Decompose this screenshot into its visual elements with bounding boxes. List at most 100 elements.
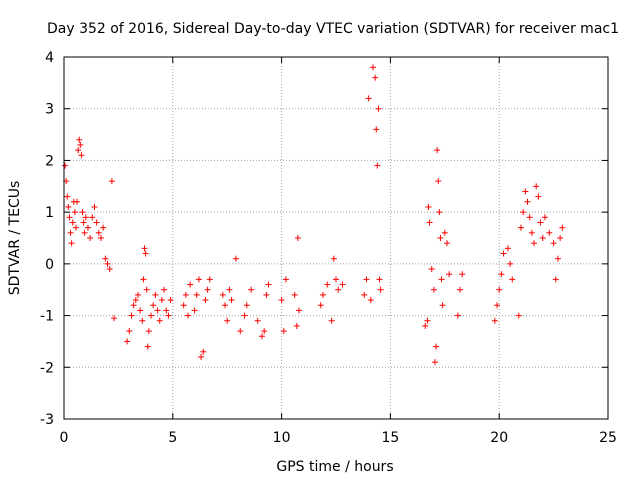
data-point bbox=[541, 214, 548, 221]
data-point bbox=[77, 141, 84, 148]
data-point bbox=[95, 229, 102, 236]
data-point bbox=[294, 235, 301, 241]
data-point bbox=[459, 271, 466, 278]
data-point bbox=[139, 317, 146, 324]
data-point bbox=[219, 291, 226, 298]
data-point bbox=[106, 266, 113, 273]
data-point bbox=[369, 64, 376, 71]
data-point bbox=[435, 178, 442, 185]
data-point bbox=[134, 291, 141, 298]
data-point bbox=[64, 193, 71, 200]
data-point bbox=[248, 286, 255, 293]
data-point bbox=[141, 245, 148, 252]
data-point bbox=[124, 338, 131, 345]
data-point bbox=[339, 281, 346, 288]
data-point bbox=[75, 147, 82, 154]
data-point bbox=[319, 291, 326, 298]
y-tick-label: 4 bbox=[45, 50, 54, 66]
data-point bbox=[376, 276, 383, 283]
y-axis-label: SDTVAR / TECUs bbox=[7, 181, 23, 296]
data-point bbox=[491, 317, 498, 324]
data-point bbox=[84, 224, 91, 231]
data-point bbox=[291, 291, 298, 298]
data-point bbox=[363, 276, 370, 283]
data-point bbox=[102, 255, 109, 262]
data-point bbox=[87, 235, 94, 241]
data-point bbox=[361, 291, 368, 298]
data-point bbox=[437, 235, 444, 241]
data-point bbox=[137, 307, 144, 314]
data-point bbox=[559, 224, 566, 231]
data-point bbox=[69, 219, 76, 226]
data-point bbox=[243, 302, 250, 309]
data-point bbox=[78, 152, 85, 159]
data-point bbox=[278, 297, 285, 304]
data-point bbox=[182, 291, 189, 298]
data-point bbox=[333, 276, 339, 283]
data-point bbox=[74, 198, 81, 205]
plot-frame bbox=[63, 56, 609, 420]
data-point bbox=[163, 307, 170, 314]
data-point bbox=[167, 297, 174, 304]
data-point bbox=[533, 183, 540, 190]
data-point bbox=[185, 312, 192, 319]
data-point bbox=[432, 359, 439, 366]
data-point bbox=[443, 240, 450, 247]
data-point bbox=[142, 250, 149, 257]
data-point bbox=[324, 281, 331, 288]
data-point bbox=[424, 317, 431, 324]
data-point bbox=[425, 203, 432, 210]
data-point bbox=[517, 224, 524, 231]
data-point bbox=[554, 255, 561, 262]
data-point bbox=[82, 214, 89, 221]
data-point bbox=[202, 297, 209, 304]
data-point bbox=[430, 286, 437, 293]
data-point bbox=[520, 209, 527, 216]
data-point bbox=[152, 291, 159, 298]
data-point bbox=[265, 281, 272, 288]
data-point bbox=[500, 250, 507, 257]
x-tick-label: 25 bbox=[599, 430, 617, 446]
data-point bbox=[104, 260, 111, 267]
data-point bbox=[528, 229, 535, 236]
data-point bbox=[434, 147, 441, 154]
data-points bbox=[62, 64, 566, 366]
y-tick-label: -3 bbox=[40, 412, 54, 428]
data-point bbox=[263, 291, 270, 298]
data-point bbox=[68, 240, 75, 247]
data-point bbox=[509, 276, 516, 283]
data-point bbox=[546, 229, 553, 236]
data-point bbox=[524, 198, 531, 205]
data-point bbox=[504, 245, 511, 252]
data-point bbox=[206, 276, 213, 283]
y-tick-label: 0 bbox=[45, 257, 54, 273]
y-tick-label: 3 bbox=[45, 102, 54, 118]
data-point bbox=[438, 276, 445, 283]
data-point bbox=[193, 291, 200, 298]
data-point bbox=[232, 255, 239, 262]
data-point bbox=[81, 229, 88, 236]
data-point bbox=[65, 203, 72, 210]
data-point bbox=[550, 240, 557, 247]
chart-title: Day 352 of 2016, Sidereal Day-to-day VTE… bbox=[47, 21, 619, 37]
data-point bbox=[237, 328, 244, 335]
data-point bbox=[539, 235, 546, 241]
data-point bbox=[154, 307, 161, 314]
data-point bbox=[531, 240, 538, 247]
data-point bbox=[428, 266, 435, 273]
data-point bbox=[156, 317, 163, 324]
data-point bbox=[148, 312, 155, 319]
data-point bbox=[89, 214, 96, 221]
data-point bbox=[330, 255, 337, 262]
x-tick-label: 10 bbox=[273, 430, 291, 446]
data-point bbox=[195, 276, 202, 283]
data-point bbox=[200, 348, 207, 355]
data-point bbox=[140, 276, 147, 283]
data-point bbox=[91, 203, 98, 210]
data-point bbox=[372, 74, 379, 81]
data-point bbox=[93, 219, 100, 226]
data-point bbox=[335, 286, 342, 293]
data-point bbox=[72, 224, 79, 231]
data-point bbox=[457, 286, 464, 293]
